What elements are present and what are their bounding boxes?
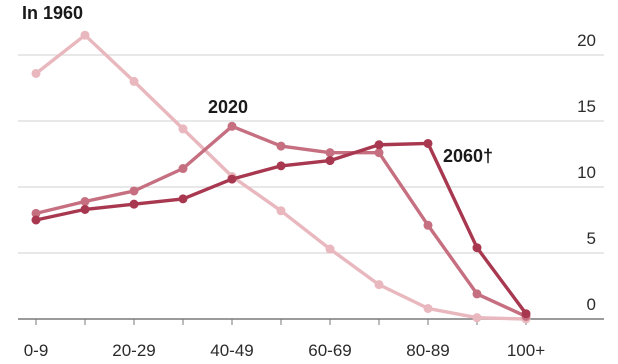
x-tick-label: 40-49	[210, 341, 253, 360]
data-point	[80, 197, 90, 207]
series-label-2020: 2020	[208, 97, 248, 117]
data-point	[129, 186, 139, 196]
data-point	[325, 148, 335, 158]
data-point	[423, 220, 433, 230]
data-point	[472, 243, 482, 253]
data-point	[80, 30, 90, 40]
x-axis-ticks: 0-9 20-29 40-49 60-69 80-89 100+	[24, 319, 545, 360]
series-2	[31, 138, 531, 319]
data-point	[423, 303, 433, 313]
data-point	[472, 289, 482, 299]
data-point	[276, 206, 286, 216]
data-point	[374, 280, 384, 290]
data-point	[31, 68, 41, 78]
y-tick-label: 5	[587, 229, 596, 248]
data-point	[227, 174, 237, 184]
data-point	[80, 204, 90, 214]
data-point	[472, 313, 482, 323]
series-labels: In 1960 2020 2060†	[22, 3, 493, 166]
gridlines	[18, 54, 604, 320]
y-axis-ticks: 0 5 10 15 20	[577, 31, 596, 314]
y-tick-label: 15	[577, 97, 596, 116]
series-line	[34, 33, 528, 321]
data-point	[129, 199, 139, 209]
x-tick-label: 100+	[507, 341, 545, 360]
data-point	[521, 309, 531, 319]
series-lines	[31, 30, 531, 324]
data-point	[325, 156, 335, 166]
data-point	[178, 164, 188, 174]
data-point	[227, 121, 237, 131]
series-label-1960: In 1960	[22, 3, 83, 23]
data-point	[374, 140, 384, 150]
y-tick-label: 10	[577, 163, 596, 182]
data-point	[276, 161, 286, 171]
data-point	[178, 194, 188, 204]
data-point	[31, 215, 41, 225]
data-point	[129, 76, 139, 86]
x-tick-label: 20-29	[112, 341, 155, 360]
data-point	[276, 141, 286, 151]
data-point	[325, 244, 335, 254]
data-point	[374, 148, 384, 158]
data-point	[178, 124, 188, 134]
x-tick-label: 60-69	[308, 341, 351, 360]
series-0	[31, 30, 531, 324]
x-tick-label: 0-9	[24, 341, 49, 360]
y-tick-label: 20	[577, 31, 596, 50]
data-point	[423, 138, 433, 148]
y-tick-label: 0	[587, 295, 596, 314]
series-label-2060: 2060†	[443, 146, 493, 166]
x-tick-label: 80-89	[406, 341, 449, 360]
data-point	[31, 208, 41, 218]
